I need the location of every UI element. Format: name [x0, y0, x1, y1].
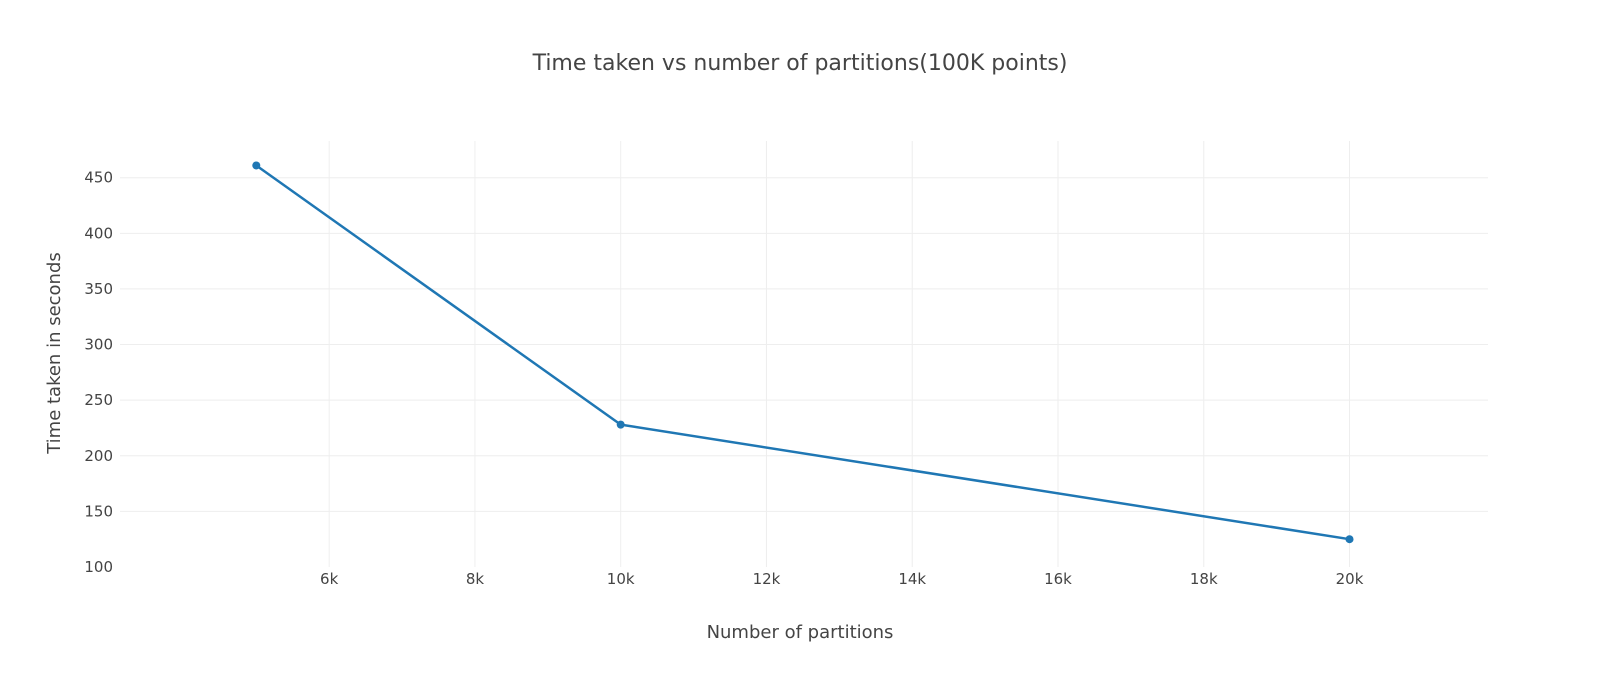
data-point	[252, 161, 261, 170]
x-tick-label: 12k	[753, 570, 781, 588]
y-axis-ticks: 100 150 200 250 300 350 400 450	[84, 169, 113, 576]
data-point	[1345, 535, 1354, 544]
y-tick-label: 250	[84, 391, 113, 409]
x-axis-title: Number of partitions	[707, 622, 894, 643]
y-tick-label: 300	[84, 336, 113, 354]
y-tick-label: 350	[84, 280, 113, 298]
y-axis-title: Time taken in seconds	[44, 252, 65, 455]
x-tick-label: 8k	[466, 570, 485, 588]
x-axis-ticks: 6k 8k 10k 12k 14k 16k 18k 20k	[320, 570, 1364, 588]
x-tick-label: 10k	[607, 570, 635, 588]
x-tick-label: 18k	[1190, 570, 1218, 588]
y-tick-label: 450	[84, 169, 113, 187]
chart-title: Time taken vs number of partitions(100K …	[532, 51, 1068, 76]
series-line	[255, 164, 1350, 541]
y-tick-label: 400	[84, 224, 113, 242]
y-tick-label: 150	[84, 502, 113, 520]
x-tick-label: 20k	[1336, 570, 1364, 588]
x-tick-label: 14k	[898, 570, 926, 588]
x-tick-label: 16k	[1044, 570, 1072, 588]
plot-area	[252, 161, 1354, 544]
y-tick-label: 200	[84, 447, 113, 465]
data-point	[616, 420, 625, 429]
y-tick-label: 100	[84, 558, 113, 576]
grid	[120, 141, 1488, 567]
x-tick-label: 6k	[320, 570, 339, 588]
